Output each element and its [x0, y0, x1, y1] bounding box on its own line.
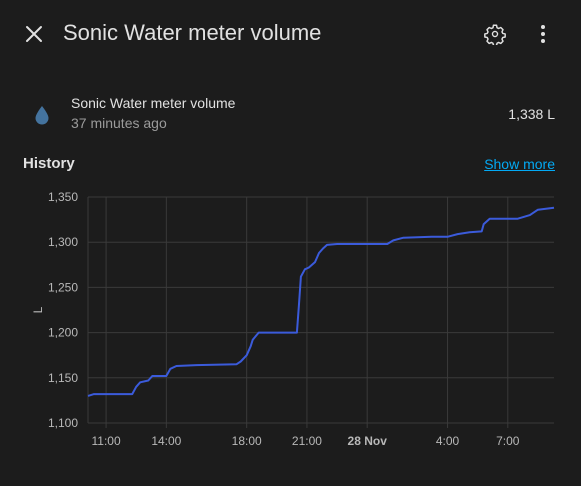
entity-name: Sonic Water meter volume	[71, 95, 236, 111]
close-icon	[26, 26, 42, 42]
history-chart: 1,100 1,150 1,200 1,250 1,300 1,350 11:00 14:00…	[0, 180, 581, 450]
menu-button[interactable]	[524, 14, 562, 54]
settings-button[interactable]	[476, 14, 514, 54]
close-button[interactable]	[14, 14, 54, 54]
y-tick-label: 1,200	[48, 326, 78, 340]
y-tick-label: 1,100	[48, 416, 78, 430]
x-tick-label: 4:00	[436, 434, 460, 448]
entity-last-changed: 37 minutes ago	[71, 115, 167, 131]
dialog-title: Sonic Water meter volume	[63, 20, 322, 45]
water-drop-icon	[35, 106, 49, 125]
y-tick-label: 1,300	[48, 235, 78, 249]
chart-series-line	[87, 206, 555, 397]
y-tick-label: 1,150	[48, 371, 78, 385]
x-tick-label: 21:00	[292, 434, 322, 448]
gear-icon	[484, 24, 506, 45]
x-tick-label: 14:00	[151, 434, 181, 448]
history-title: History	[23, 155, 75, 172]
x-tick-label: 11:00	[92, 434, 121, 448]
x-tick-label: 28 Nov	[348, 434, 388, 448]
history-chart-svg: 1,100 1,150 1,200 1,250 1,300 1,350 11:00 14:00…	[31, 190, 555, 448]
x-tick-label: 7:00	[496, 434, 520, 448]
more-vertical-icon	[541, 25, 545, 43]
show-more-link[interactable]: Show more	[484, 156, 555, 172]
y-tick-label: 1,250	[48, 280, 78, 294]
entity-row: Sonic Water meter volume 37 minutes ago …	[0, 86, 581, 138]
y-axis-label: L	[31, 306, 45, 313]
dialog-header: Sonic Water meter volume	[0, 0, 581, 66]
x-tick-label: 18:00	[232, 434, 262, 448]
y-tick-label: 1,350	[48, 190, 78, 204]
entity-state: 1,338 L	[508, 106, 555, 122]
